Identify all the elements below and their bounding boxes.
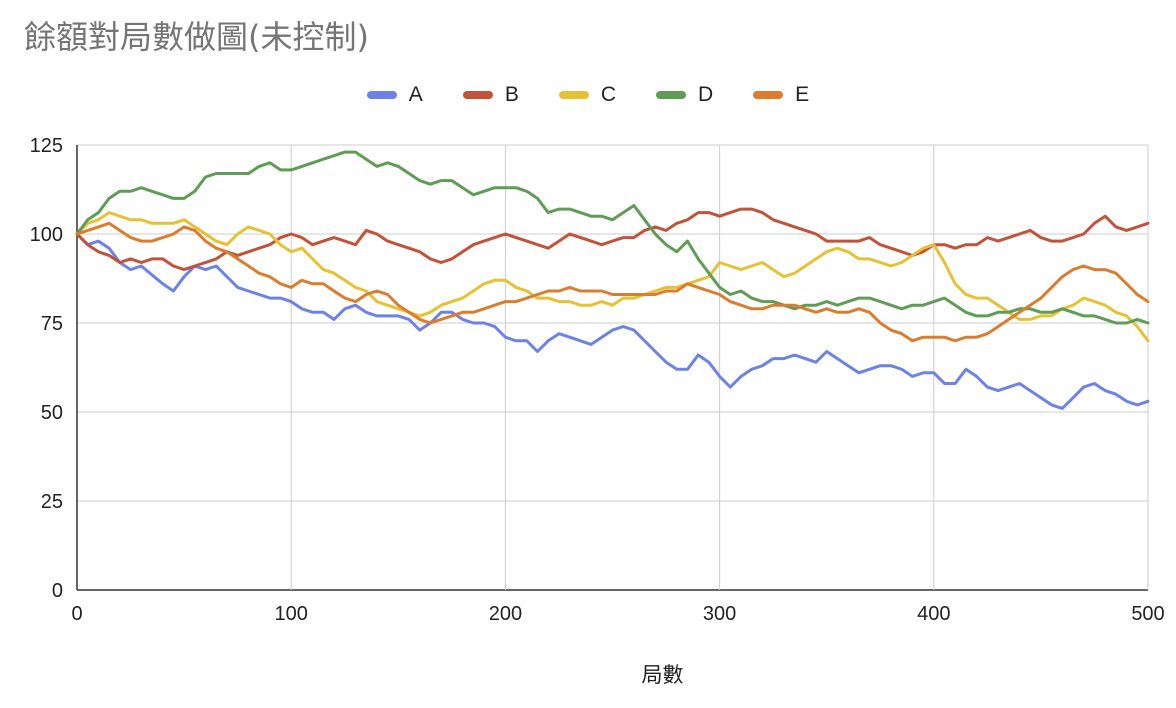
y-tick-label: 100 [30, 224, 63, 246]
legend-label: D [698, 83, 714, 106]
legend-label: A [408, 83, 423, 106]
legend-swatch [656, 91, 686, 99]
legend-label: C [600, 83, 616, 106]
legend-item-b: B [462, 83, 519, 107]
legend-item-a: A [366, 83, 423, 107]
series-line-c [75, 211, 1150, 343]
legend-swatch [753, 91, 784, 99]
legend-label: B [504, 83, 519, 106]
y-tick-label: 75 [41, 313, 63, 335]
y-tick-label: 25 [41, 491, 63, 513]
chart-title: 餘額對局數做圖(未控制) [24, 18, 369, 56]
y-tick-label: 125 [30, 135, 63, 157]
legend: A B C D E [0, 80, 1176, 110]
series-line-a [75, 232, 1150, 410]
x-axis-title: 局數 [642, 663, 684, 687]
series-line-e [75, 221, 1150, 343]
x-tick-label: 400 [917, 603, 950, 625]
legend-item-d: D [656, 83, 713, 107]
legend-item-c: C [558, 83, 616, 107]
x-tick-label: 100 [275, 603, 308, 625]
series-line-d [75, 150, 1150, 325]
legend-swatch [366, 91, 397, 99]
legend-item-e: E [753, 83, 809, 107]
y-tick-label: 50 [41, 402, 63, 424]
legend-swatch [558, 91, 589, 99]
legend-label: E [795, 83, 810, 106]
series-line-b [75, 207, 1150, 272]
x-tick-label: 300 [703, 603, 736, 625]
x-tick-label: 0 [71, 603, 82, 625]
legend-swatch [462, 91, 493, 99]
y-tick-label: 0 [52, 580, 63, 602]
x-tick-label: 500 [1131, 603, 1164, 625]
x-tick-label: 200 [489, 603, 522, 625]
